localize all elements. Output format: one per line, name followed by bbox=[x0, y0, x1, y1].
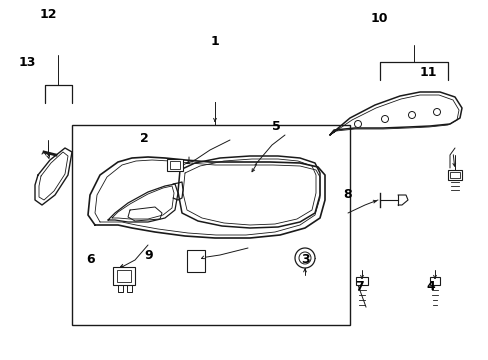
Text: 10: 10 bbox=[369, 12, 387, 24]
Bar bbox=[447, 170, 461, 180]
Bar bbox=[449, 172, 459, 178]
Text: 8: 8 bbox=[342, 188, 351, 201]
Text: 9: 9 bbox=[144, 249, 153, 262]
Text: 1: 1 bbox=[210, 35, 219, 48]
Text: 6: 6 bbox=[86, 253, 95, 266]
Bar bbox=[167, 159, 183, 171]
Bar bbox=[186, 250, 204, 272]
Circle shape bbox=[433, 108, 440, 116]
Text: 4: 4 bbox=[425, 280, 434, 293]
Text: 3: 3 bbox=[301, 253, 309, 266]
Bar bbox=[72, 125, 349, 325]
Circle shape bbox=[354, 121, 361, 127]
Text: 11: 11 bbox=[418, 66, 436, 78]
Text: 13: 13 bbox=[18, 57, 36, 69]
Text: 12: 12 bbox=[39, 8, 57, 21]
Circle shape bbox=[294, 248, 314, 268]
Text: 5: 5 bbox=[271, 120, 280, 132]
Bar bbox=[117, 270, 131, 282]
Bar bbox=[429, 277, 439, 285]
Bar bbox=[113, 267, 135, 285]
Circle shape bbox=[407, 112, 415, 118]
Bar bbox=[355, 277, 367, 285]
Text: 7: 7 bbox=[354, 280, 363, 293]
Bar bbox=[170, 161, 180, 169]
Circle shape bbox=[381, 116, 387, 122]
Circle shape bbox=[298, 252, 310, 264]
Text: 2: 2 bbox=[140, 132, 148, 145]
